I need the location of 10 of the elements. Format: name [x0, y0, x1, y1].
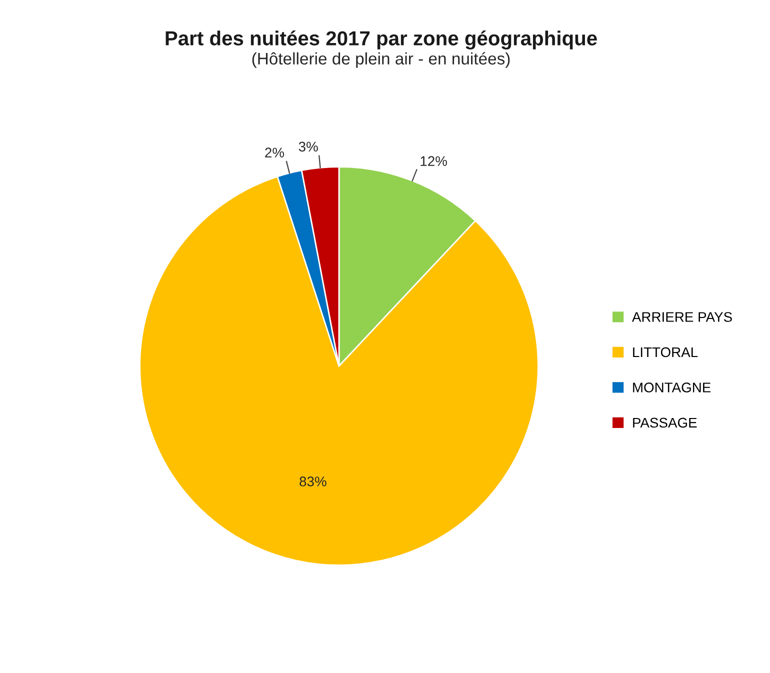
legend-label: LITTORAL: [633, 347, 698, 358]
data-label: 2%: [265, 148, 284, 158]
legend-label: PASSAGE: [633, 418, 697, 428]
data-label: 12%: [420, 156, 447, 166]
data-label: 3%: [298, 142, 318, 152]
chart-subtitle: (Hôtellerie de plein air - en nuitées): [252, 52, 510, 68]
data-label: 83%: [300, 476, 326, 486]
legend-label: ARRIERE PAYS: [632, 312, 732, 322]
legend-label: MONTAGNE: [633, 382, 711, 392]
chart-title: Part des nuitées 2017 par zone géographique: [166, 30, 597, 50]
